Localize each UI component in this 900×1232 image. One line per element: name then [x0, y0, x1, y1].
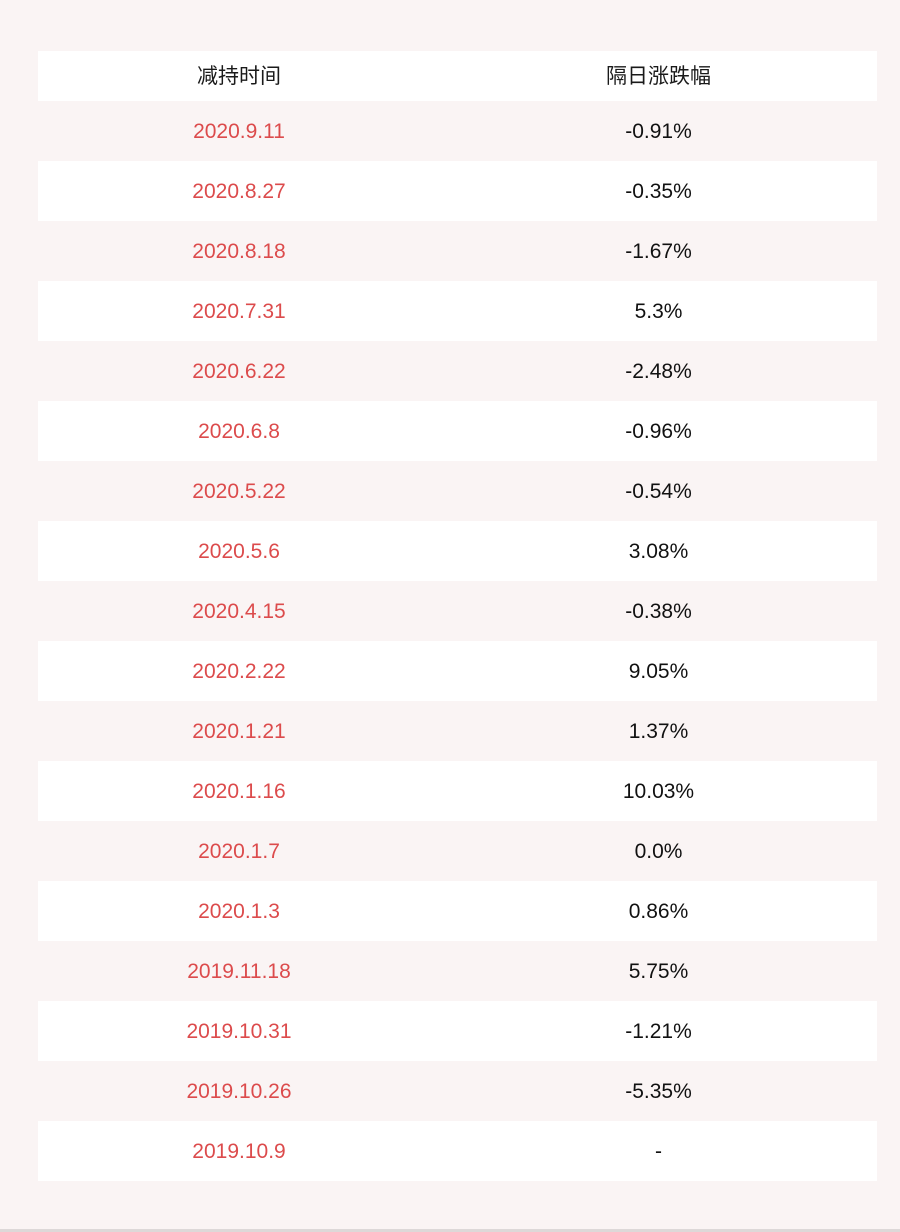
table-row: 2019.11.18 5.75% [38, 941, 877, 1001]
change-cell: 10.03% [622, 779, 695, 803]
date-cell: 2020.2.22 [192, 659, 286, 683]
date-cell: 2020.8.27 [192, 179, 286, 203]
change-cell: 0.86% [628, 899, 689, 923]
table-row: 2020.8.18 -1.67% [38, 221, 877, 281]
change-cell: -0.91% [625, 119, 692, 143]
change-cell: -1.67% [625, 239, 692, 263]
change-cell: -1.21% [625, 1019, 692, 1043]
date-cell: 2020.1.7 [198, 839, 280, 863]
date-cell: 2020.9.11 [193, 119, 285, 143]
table-row: 2020.5.6 3.08% [38, 521, 877, 581]
table-row: 2020.7.31 5.3% [38, 281, 877, 341]
column-header-reduction-date: 减持时间 [197, 64, 281, 88]
table-row: 2020.1.7 0.0% [38, 821, 877, 881]
change-cell: -0.54% [625, 479, 692, 503]
table-row: 2020.2.22 9.05% [38, 641, 877, 701]
change-cell: -5.35% [625, 1079, 692, 1103]
table-row: 2020.5.22 -0.54% [38, 461, 877, 521]
table-row: 2020.1.3 0.86% [38, 881, 877, 941]
change-cell: 5.75% [628, 959, 689, 983]
date-cell: 2019.10.26 [186, 1079, 292, 1103]
change-cell: -0.38% [625, 599, 692, 623]
date-cell: 2020.6.22 [192, 359, 286, 383]
change-cell: 0.0% [634, 839, 683, 863]
date-cell: 2019.10.31 [186, 1019, 292, 1043]
date-cell: 2019.11.18 [187, 959, 291, 983]
change-cell: -0.35% [625, 179, 692, 203]
change-cell: 9.05% [628, 659, 689, 683]
table-row: 2020.9.11 -0.91% [38, 101, 877, 161]
table-row: 2020.6.8 -0.96% [38, 401, 877, 461]
date-cell: 2020.1.21 [192, 719, 286, 743]
bottom-divider [0, 1229, 900, 1232]
date-cell: 2020.8.18 [192, 239, 286, 263]
date-cell: 2020.5.6 [198, 539, 280, 563]
date-cell: 2020.7.31 [192, 299, 286, 323]
table-header-row: 减持时间 隔日涨跌幅 [38, 51, 877, 101]
table-row: 2020.6.22 -2.48% [38, 341, 877, 401]
change-cell: -2.48% [625, 359, 692, 383]
date-cell: 2020.1.3 [198, 899, 280, 923]
table-row: 2020.1.16 10.03% [38, 761, 877, 821]
date-cell: 2020.5.22 [192, 479, 286, 503]
table-row: 2019.10.9 - [38, 1121, 877, 1181]
column-header-next-day-change: 隔日涨跌幅 [606, 64, 711, 88]
table-row: 2020.1.21 1.37% [38, 701, 877, 761]
table-body: 2020.9.11 -0.91% 2020.8.27 -0.35% 2020.8… [38, 101, 877, 1181]
change-cell: -0.96% [625, 419, 692, 443]
table-row: 2020.4.15 -0.38% [38, 581, 877, 641]
change-cell: 3.08% [628, 539, 689, 563]
date-cell: 2019.10.9 [192, 1139, 286, 1163]
date-cell: 2020.4.15 [192, 599, 286, 623]
table-row: 2019.10.31 -1.21% [38, 1001, 877, 1061]
reduction-change-table: 减持时间 隔日涨跌幅 2020.9.11 -0.91% 2020.8.27 -0… [38, 51, 877, 1181]
change-cell: 5.3% [634, 299, 683, 323]
change-cell: - [655, 1139, 662, 1163]
date-cell: 2020.6.8 [198, 419, 280, 443]
table-row: 2019.10.26 -5.35% [38, 1061, 877, 1121]
date-cell: 2020.1.16 [192, 779, 286, 803]
table-row: 2020.8.27 -0.35% [38, 161, 877, 221]
change-cell: 1.37% [628, 719, 689, 743]
